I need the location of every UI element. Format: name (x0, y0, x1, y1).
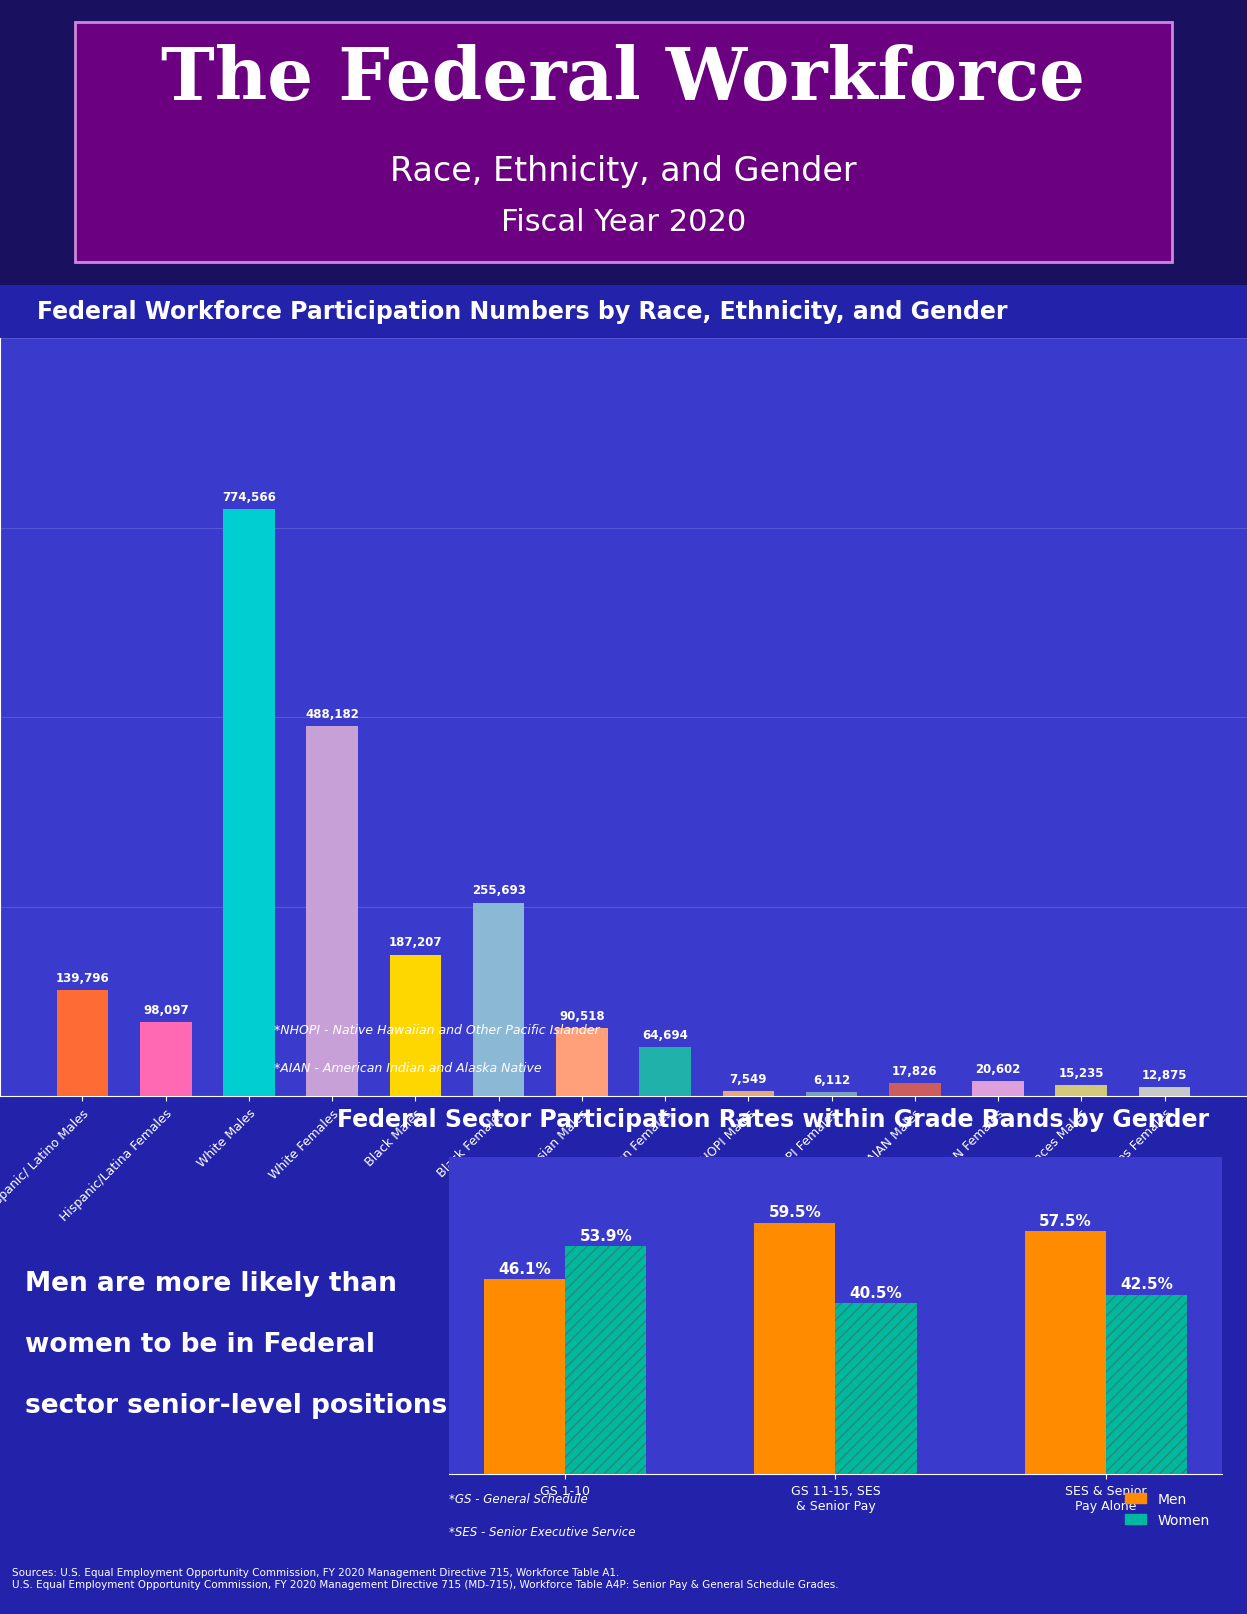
Text: 17,826: 17,826 (892, 1064, 938, 1077)
Bar (806, 1093, 858, 1098)
Legend: Men, Women: Men, Women (1120, 1486, 1215, 1532)
Text: 98,097: 98,097 (143, 1004, 188, 1017)
Text: sector senior-level positions: sector senior-level positions (25, 1393, 448, 1419)
FancyBboxPatch shape (75, 23, 1172, 263)
Text: *AIAN - American Indian and Alaska Native: *AIAN - American Indian and Alaska Nativ… (274, 1060, 542, 1073)
Text: 187,207: 187,207 (389, 936, 443, 949)
Text: 90,518: 90,518 (559, 1009, 605, 1022)
Bar (1139, 1088, 1191, 1098)
Text: Federal Sector Participation Rates within Grade Bands by Gender: Federal Sector Participation Rates withi… (338, 1107, 1210, 1131)
Text: Fiscal Year 2020: Fiscal Year 2020 (501, 208, 746, 237)
Text: 64,694: 64,694 (642, 1028, 688, 1041)
FancyBboxPatch shape (0, 0, 1247, 286)
Bar (556, 1028, 607, 1098)
Bar (722, 1091, 774, 1098)
Bar (640, 1047, 691, 1098)
Text: 488,182: 488,182 (306, 707, 359, 721)
Bar (223, 510, 274, 1098)
Text: 15,235: 15,235 (1059, 1067, 1104, 1080)
Text: 7,549: 7,549 (729, 1072, 767, 1085)
Bar (1055, 1085, 1107, 1098)
Text: women to be in Federal: women to be in Federal (25, 1332, 375, 1357)
Bar (889, 1083, 940, 1098)
Bar (973, 1081, 1024, 1098)
Text: *GS - General Schedule: *GS - General Schedule (449, 1493, 587, 1506)
Text: Sources: U.S. Equal Employment Opportunity Commission, FY 2020 Management Direct: Sources: U.S. Equal Employment Opportuni… (12, 1567, 839, 1590)
Text: 774,566: 774,566 (222, 491, 276, 504)
Bar (473, 902, 525, 1098)
Bar (140, 1022, 192, 1098)
Text: Federal Workforce Participation Numbers by Race, Ethnicity, and Gender: Federal Workforce Participation Numbers … (37, 300, 1008, 324)
Text: Race, Ethnicity, and Gender: Race, Ethnicity, and Gender (390, 155, 857, 187)
Bar (56, 991, 108, 1098)
Text: 255,693: 255,693 (471, 884, 525, 897)
Text: Men are more likely than: Men are more likely than (25, 1270, 397, 1296)
Text: 139,796: 139,796 (56, 972, 110, 985)
Text: 12,875: 12,875 (1142, 1068, 1187, 1081)
Text: The Federal Workforce: The Federal Workforce (161, 45, 1086, 115)
Text: *SES - Senior Executive Service: *SES - Senior Executive Service (449, 1525, 636, 1538)
Bar (389, 955, 441, 1098)
Text: 6,112: 6,112 (813, 1073, 850, 1086)
Bar (307, 726, 358, 1098)
Text: 20,602: 20,602 (975, 1062, 1021, 1075)
Text: *NHOPI - Native Hawaiian and Other Pacific Islander: *NHOPI - Native Hawaiian and Other Pacif… (274, 1023, 600, 1036)
